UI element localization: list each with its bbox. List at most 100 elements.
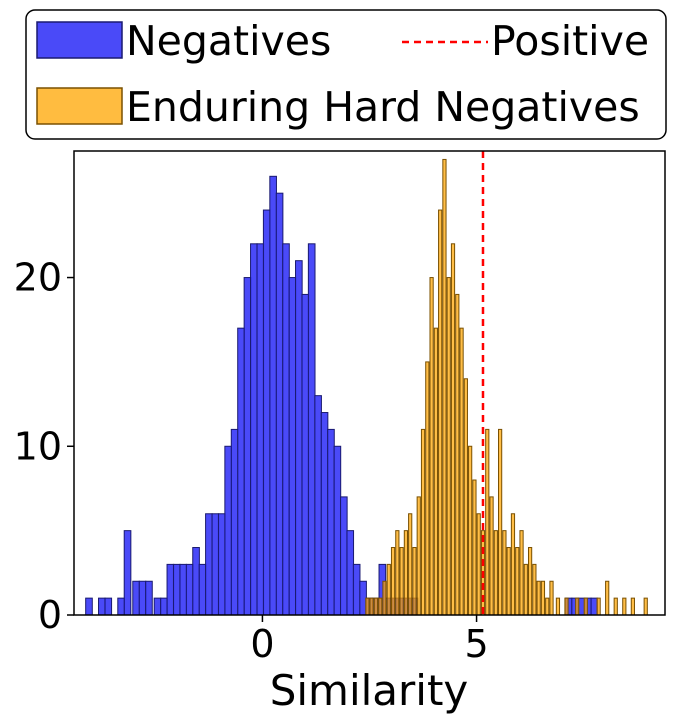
negatives-bar-38 [346,530,355,616]
negatives-bar-15 [198,563,207,616]
negatives-bar-23 [250,243,258,616]
negatives-bar-4 [123,530,132,616]
negatives-bar-31 [301,293,310,616]
enduring-hard-negatives-bar-34 [510,513,516,616]
enduring-hard-negatives-bar-20 [450,243,456,616]
enduring-hard-negatives-bar-6 [390,547,396,616]
enduring-hard-negatives-bar-7 [395,530,400,616]
enduring-hard-negatives-bar-10 [408,513,413,616]
enduring-hard-negatives-bar-38 [527,547,533,616]
enduring-hard-negatives-bar-40 [536,580,541,616]
negatives-bar-5 [132,580,140,616]
negatives-bar-24 [256,243,265,616]
legend-frame [25,9,667,140]
negatives-bar-2 [104,597,113,616]
negatives-bar-35 [327,428,335,616]
enduring-hard-negatives-bar-15 [429,277,434,616]
enduring-hard-negatives-bar-39 [532,563,537,616]
enduring-hard-negatives-bar-11 [412,547,417,616]
enduring-hard-negatives-bar-25 [472,479,477,616]
enduring-hard-negatives-bar-3 [378,597,383,616]
enduring-hard-negatives-bar-18 [442,158,447,616]
x-tick-label-5: 5 [464,622,488,666]
legend-swatch-negatives [36,21,123,59]
negatives-bar-22 [243,277,252,616]
enduring-hard-negatives-bar-37 [523,563,528,616]
negatives-bar-29 [288,277,297,616]
enduring-hard-negatives-bar-5 [386,563,391,616]
enduring-hard-negatives-bar-29 [489,496,494,616]
enduring-hard-negatives-bar-44 [555,597,561,616]
legend: Negatives Positive Enduring Hard Negativ… [25,9,667,140]
enduring-hard-negatives-bar-42 [545,597,550,616]
negatives-bar-17 [211,513,220,616]
enduring-hard-negatives-bar-30 [493,530,498,616]
enduring-hard-negatives-bar-49 [605,580,610,616]
enduring-hard-negatives-bar-41 [540,580,546,616]
negatives-bar-13 [185,563,194,616]
negatives-bar-14 [192,547,200,616]
negatives-bar-9 [160,597,168,616]
negatives-bar-39 [352,563,361,616]
enduring-hard-negatives-bar-21 [455,293,460,616]
axis-ticks: 0 5 0 10 20 [14,256,489,666]
enduring-hard-negatives-bar-47 [583,597,588,616]
enduring-hard-negatives-bar-12 [416,496,421,616]
negatives-bar-8 [153,597,162,616]
enduring-hard-negatives-bar-8 [399,547,404,616]
negatives-bar-33 [314,395,322,616]
negatives-bar-10 [166,563,175,616]
negatives-bar-3 [117,597,125,616]
negatives-bar-19 [224,445,232,616]
enduring-hard-negatives-bar-51 [622,597,627,616]
legend-label-enduring-hard-negatives: Enduring Hard Negatives [126,83,640,131]
negatives-bar-36 [333,445,342,616]
legend-swatch-enduring-hard-negatives [36,87,123,125]
enduring-hard-negatives-bar-43 [549,580,554,616]
enduring-hard-negatives-bar-52 [630,597,635,616]
enduring-hard-negatives-bar-0 [365,597,370,616]
enduring-hard-negatives-bar-36 [519,530,524,616]
enduring-hard-negatives-bar-32 [502,530,507,616]
negatives-bar-11 [172,563,181,616]
enduring-hard-negatives-bar-1 [369,597,374,616]
negatives-bar-0 [85,597,93,616]
enduring-hard-negatives-bar-4 [382,580,387,616]
negatives-bar-32 [307,243,316,616]
x-tick-label-0: 0 [250,622,274,666]
negatives-bar-26 [269,175,277,616]
legend-label-negatives: Negatives [126,17,331,65]
negatives-bar-12 [179,563,188,616]
y-tick-label-20: 20 [14,256,62,300]
negatives-bar-34 [320,412,329,616]
y-tick-label-10: 10 [14,424,62,468]
enduring-hard-negatives-bar-23 [463,378,468,616]
enduring-hard-negatives-bar-28 [485,428,490,616]
enduring-hard-negatives-bar-24 [468,445,473,616]
enduring-hard-negatives-bar-46 [575,597,580,616]
negatives-bar-37 [339,496,348,616]
negatives-bar-20 [230,428,239,616]
enduring-hard-negatives-bar-13 [420,428,426,616]
enduring-hard-negatives-bar-17 [438,209,443,616]
negatives-bar-6 [138,580,147,616]
enduring-hard-negatives-bar-2 [373,597,379,616]
enduring-hard-negatives-bar-9 [403,530,409,616]
enduring-hard-negatives-bar-14 [425,361,430,616]
enduring-hard-negatives-bar-53 [643,597,648,616]
enduring-hard-negatives-bar-22 [459,327,464,616]
negatives-bar-28 [282,243,290,616]
negatives-bar-30 [295,260,303,616]
x-axis-title: Similarity [270,666,469,715]
negatives-bar-27 [275,192,284,616]
bars-layer [85,158,648,616]
negatives-bar-25 [262,209,271,616]
negatives-bar-16 [205,513,213,616]
negatives-bar-18 [217,513,226,616]
enduring-hard-negatives-bar-26 [476,513,481,616]
negatives-bar-7 [145,580,153,616]
enduring-hard-negatives-bar-31 [498,428,503,616]
enduring-hard-negatives-bar-35 [515,547,520,616]
